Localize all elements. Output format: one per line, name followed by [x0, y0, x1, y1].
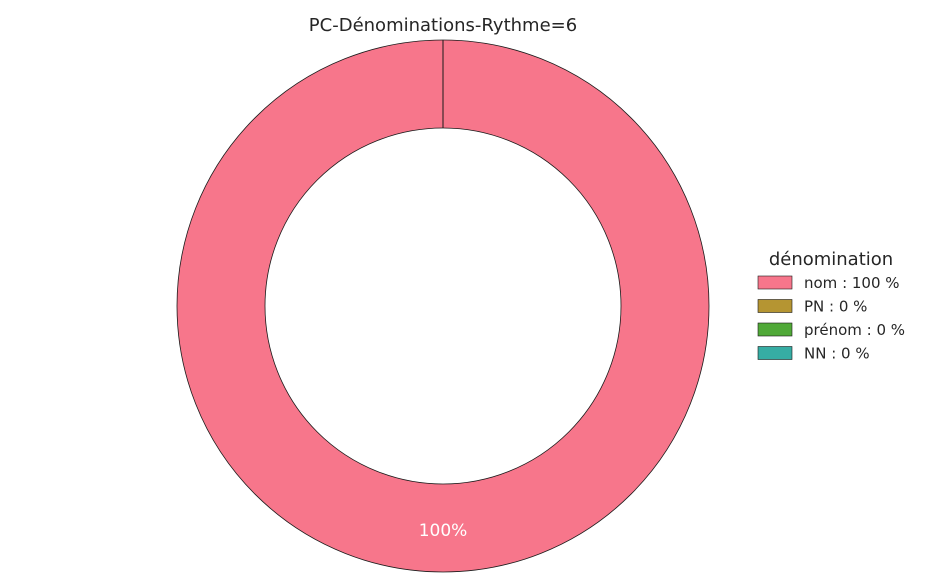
legend-swatch [757, 322, 793, 337]
donut-slices [176, 39, 710, 573]
legend-label: nom : 100 % [804, 274, 900, 292]
legend-label: prénom : 0 % [804, 321, 905, 339]
chart-title: PC-Dénominations-Rythme=6 [309, 15, 577, 36]
legend-label: NN : 0 % [804, 345, 870, 363]
legend-items: nom : 100 % PN : 0 % prénom : 0 % NN : 0 % [757, 274, 905, 363]
legend-item-prenom: prénom : 0 % [757, 321, 905, 339]
legend-item-pn: PN : 0 % [757, 298, 867, 316]
legend-swatch [757, 346, 793, 360]
slice-nom [176, 39, 710, 573]
legend: dénomination nom : 100 % PN : 0 % prénom :… [757, 249, 905, 363]
legend-title: dénomination [769, 249, 893, 270]
legend-swatch [757, 299, 793, 313]
legend-swatch [757, 275, 793, 290]
legend-item-nn: NN : 0 % [757, 345, 870, 363]
legend-label: PN : 0 % [804, 298, 867, 316]
legend-item-nom: nom : 100 % [757, 274, 900, 292]
slice-labels: 100% [419, 521, 468, 541]
slice-label-nom: 100% [419, 521, 468, 541]
